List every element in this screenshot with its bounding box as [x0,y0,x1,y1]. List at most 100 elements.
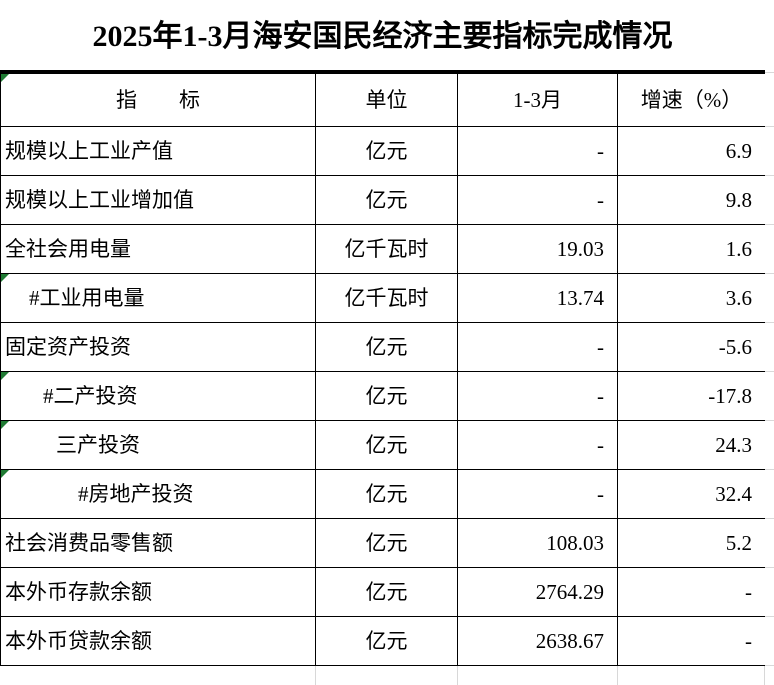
cell-text: 108.03 [546,530,604,555]
cell-unit[interactable]: 亿元 [316,568,458,617]
gridline [765,420,774,421]
header-label: 指 标 [116,87,200,112]
cell-indicator[interactable]: #房地产投资 [1,470,316,519]
cell-indicator[interactable]: 全社会用电量 [1,225,316,274]
cell-growth-value[interactable]: - [618,617,765,666]
cell-unit[interactable]: 亿元 [316,519,458,568]
cell-indicator[interactable]: 规模以上工业产值 [1,127,316,176]
cell-period-value[interactable]: - [458,176,618,225]
header-label: 单位 [365,87,408,112]
cell-text: 亿元 [365,138,408,163]
cell-period-value[interactable]: 19.03 [458,225,618,274]
cell-text: 3.6 [725,285,752,310]
gridline [315,666,316,685]
table-title: 2025年1-3月海安国民经济主要指标完成情况 [92,20,673,53]
cell-period-value[interactable]: - [458,372,618,421]
cell-indicator[interactable]: 社会消费品零售额 [1,519,316,568]
cell-text: -5.6 [718,334,752,359]
cell-text: 规模以上工业产值 [5,138,173,163]
cell-text: - [745,579,752,604]
cell-text: 2764.29 [535,579,604,604]
cell-growth-value[interactable]: - [618,568,765,617]
cell-text: -17.8 [708,383,752,408]
cell-growth-value[interactable]: 9.8 [618,176,765,225]
cell-unit[interactable]: 亿元 [316,323,458,372]
header-cell-growth[interactable]: 增速（%） [618,74,765,127]
cell-unit[interactable]: 亿元 [316,127,458,176]
cell-text: 6.9 [725,138,752,163]
cell-unit[interactable]: 亿千瓦时 [316,225,458,274]
cell-period-value[interactable]: - [458,421,618,470]
cell-text: #工业用电量 [29,285,145,310]
gridline [765,371,774,372]
cell-indicator[interactable]: 规模以上工业增加值 [1,176,316,225]
cell-text: 亿元 [365,432,408,457]
cell-growth-value[interactable]: 1.6 [618,225,765,274]
cell-period-value[interactable]: 108.03 [458,519,618,568]
cell-growth-value[interactable]: -5.6 [618,323,765,372]
cell-growth-value[interactable]: 5.2 [618,519,765,568]
gridline [765,616,774,617]
cell-text: 19.03 [556,236,604,261]
cell-text: 24.3 [715,432,752,457]
cell-growth-value[interactable]: 32.4 [618,470,765,519]
cell-indicator[interactable]: 三产投资 [1,421,316,470]
gridline [457,666,458,685]
header-cell-period[interactable]: 1-3月 [458,74,618,127]
cell-text: - [597,187,604,212]
cell-unit[interactable]: 亿千瓦时 [316,274,458,323]
cell-indicator[interactable]: 本外币存款余额 [1,568,316,617]
cell-text: - [597,334,604,359]
gridline [764,666,765,685]
cell-growth-value[interactable]: 3.6 [618,274,765,323]
cell-text: 三产投资 [56,432,140,457]
cell-text: 13.74 [556,285,604,310]
gridline [617,666,618,685]
cell-text: - [597,138,604,163]
cell-text: #二产投资 [43,383,138,408]
cell-text: 全社会用电量 [5,236,131,261]
cell-growth-value[interactable]: -17.8 [618,372,765,421]
gridline [765,322,774,323]
cell-text: #房地产投资 [78,481,194,506]
cell-text: - [597,383,604,408]
cell-text: 本外币贷款余额 [5,628,152,653]
cell-unit[interactable]: 亿元 [316,421,458,470]
cell-indicator[interactable]: #二产投资 [1,372,316,421]
cell-text: 规模以上工业增加值 [5,187,194,212]
cell-text: 本外币存款余额 [5,579,152,604]
cell-text: 亿千瓦时 [344,285,429,310]
cell-period-value[interactable]: 13.74 [458,274,618,323]
cell-unit[interactable]: 亿元 [316,176,458,225]
cell-indicator[interactable]: #工业用电量 [1,274,316,323]
cell-text: 亿元 [365,187,408,212]
cell-text: 亿元 [365,530,408,555]
cell-period-value[interactable]: 2638.67 [458,617,618,666]
cell-text: 32.4 [715,481,752,506]
cell-period-value[interactable]: 2764.29 [458,568,618,617]
cell-indicator[interactable]: 本外币贷款余额 [1,617,316,666]
cell-text: 社会消费品零售额 [5,530,173,555]
header-label: 1-3月 [513,87,562,112]
cell-growth-value[interactable]: 24.3 [618,421,765,470]
gridline [765,175,774,176]
cell-growth-value[interactable]: 6.9 [618,127,765,176]
header-cell-unit[interactable]: 单位 [316,74,458,127]
cell-period-value[interactable]: - [458,323,618,372]
header-cell-indicator[interactable]: 指 标 [1,74,316,127]
cell-text: - [597,481,604,506]
gridline [765,518,774,519]
cell-text: 亿元 [365,481,408,506]
cell-text: 亿元 [365,628,408,653]
cell-unit[interactable]: 亿元 [316,372,458,421]
cell-period-value[interactable]: - [458,470,618,519]
cell-unit[interactable]: 亿元 [316,617,458,666]
gridline [765,567,774,568]
cell-text: 亿元 [365,383,408,408]
cell-unit[interactable]: 亿元 [316,470,458,519]
cell-period-value[interactable]: - [458,127,618,176]
gridline [765,273,774,274]
cell-indicator[interactable]: 固定资产投资 [1,323,316,372]
indicators-table: 指 标 单位 1-3月 增速（%） 规模以上工业产值 亿元 -6.9 规模以上工业增加… [0,70,765,666]
